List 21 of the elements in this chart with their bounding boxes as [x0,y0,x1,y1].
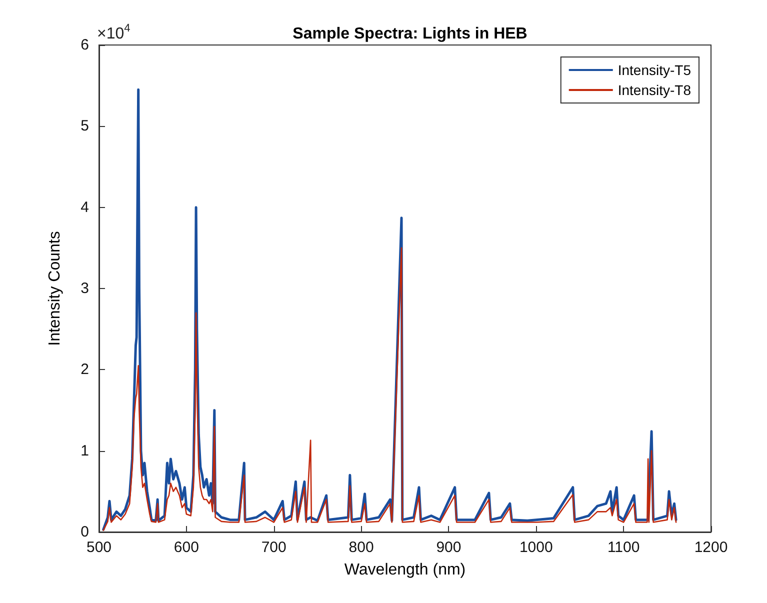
y-axis-title: Intensity Counts [46,231,64,346]
x-tick-label: 700 [261,539,286,556]
y-tick-label: 5 [80,118,89,135]
x-tick-label: 500 [86,539,112,556]
x-tick-label: 800 [348,539,374,556]
y-tick-label: 3 [80,280,89,297]
line-series [102,247,677,532]
y-tick-label: 2 [80,361,89,378]
x-axis-title: Wavelength (nm) [344,562,466,578]
y-tick-label: 4 [80,198,89,216]
chart-title: Sample Spectra: Lights in HEB [292,26,528,42]
y-tick-label: 0 [80,524,89,540]
y-tick-label: 1 [80,442,89,460]
y-tick-label: 6 [80,36,89,54]
x-tick-label: 1200 [694,539,728,556]
x-tick-label: 600 [174,539,199,556]
x-tick-label: 1100 [607,539,640,556]
x-tick-label: 900 [436,539,462,556]
legend-label: Intensity-T5 [618,62,692,78]
x-tick-label: 1000 [519,539,553,556]
legend-label: Intensity-T8 [618,82,692,98]
